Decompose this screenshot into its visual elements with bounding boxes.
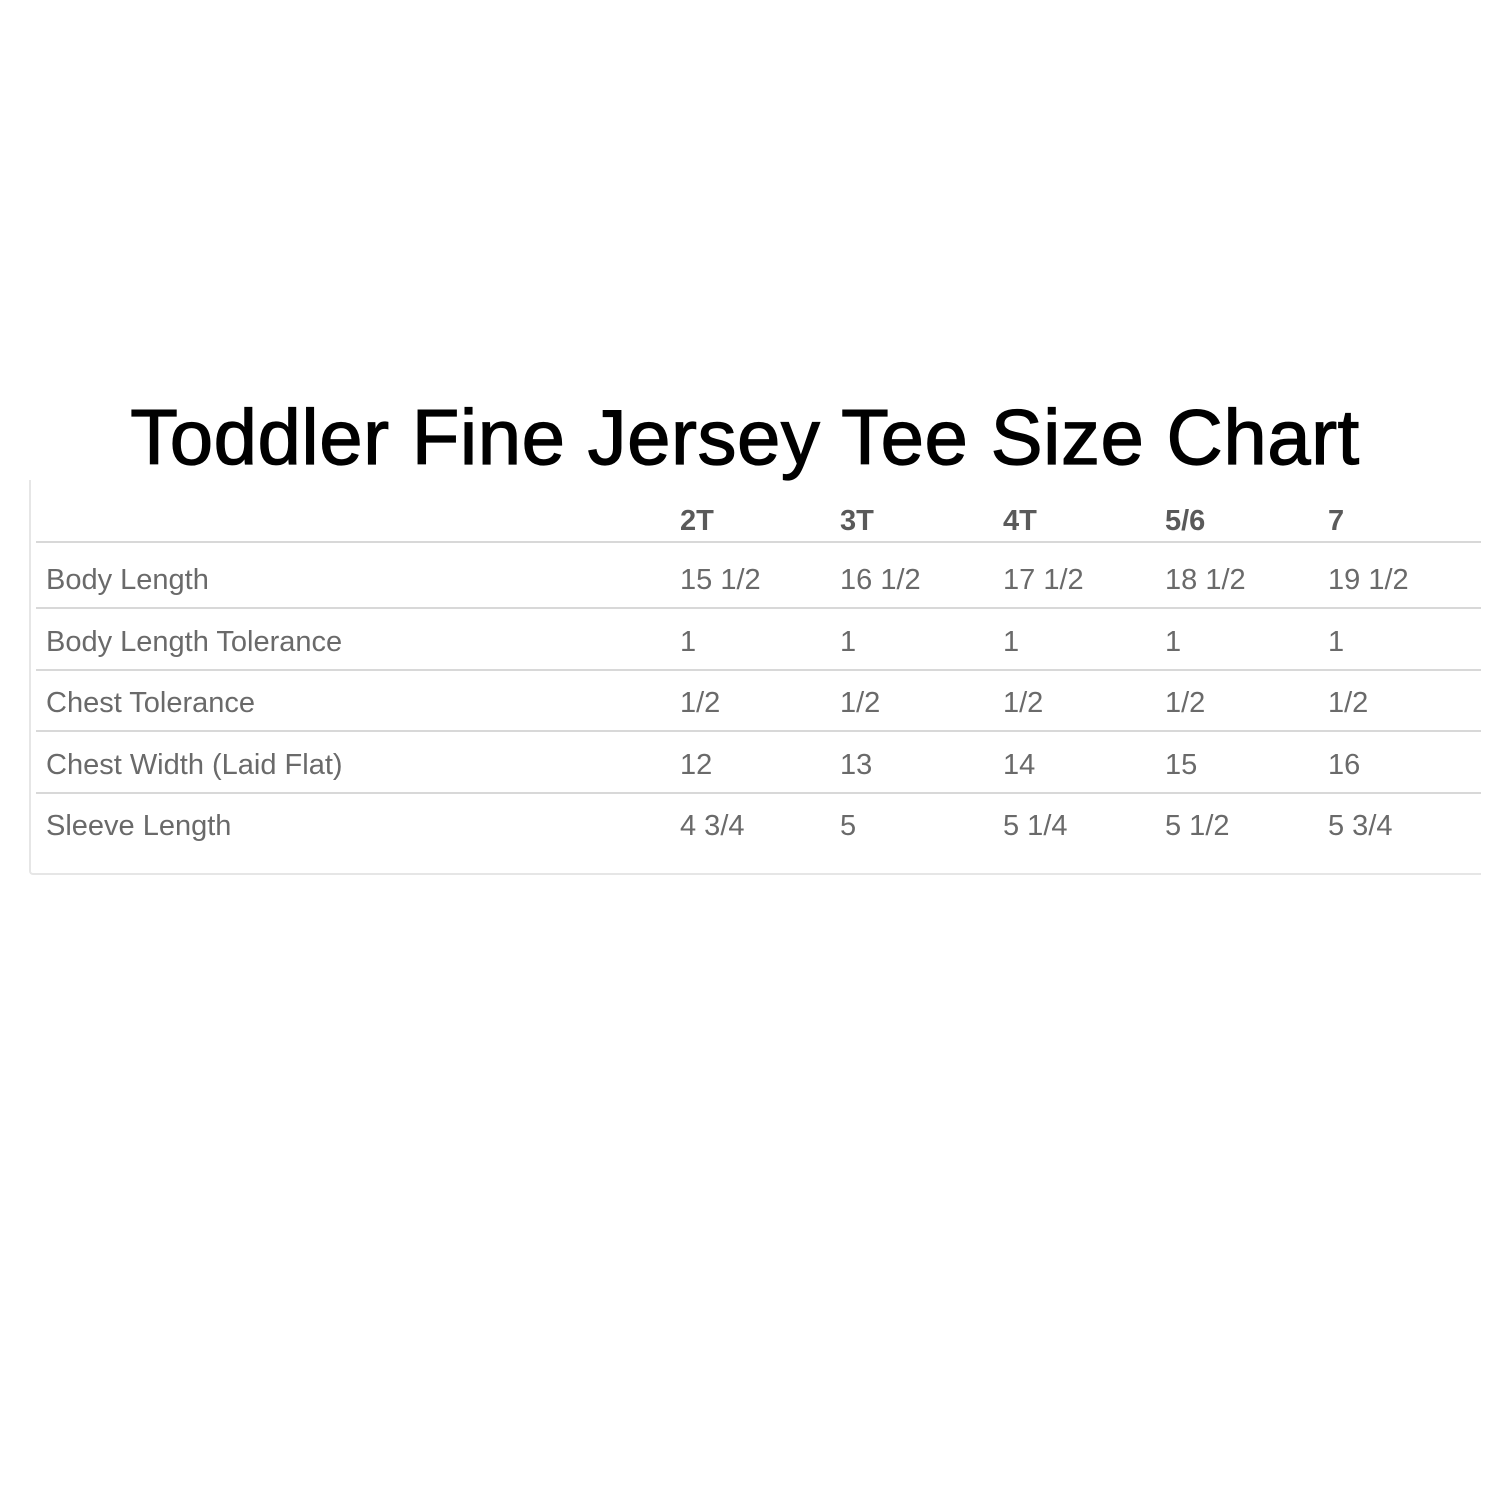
table-cell: 1 xyxy=(1003,626,1020,658)
table-cell: 1 xyxy=(1328,626,1345,658)
table-cell: 2T xyxy=(680,505,714,537)
table-cell: 15 xyxy=(1165,749,1198,781)
table-cell: 19 1/2 xyxy=(1328,564,1409,596)
table-cell: 13 xyxy=(840,749,873,781)
table-cell: 4 3/4 xyxy=(680,810,745,842)
size-chart-table: 2T 3T 4T 5/6 7 Body Length 15 1/2 16 1/2 17 1/2 1… xyxy=(29,480,1481,875)
table-row: Chest Tolerance 1/2 1/2 1/2 1/2 1/2 xyxy=(36,669,1481,732)
table-cell: 18 1/2 xyxy=(1165,564,1246,596)
table-cell: 5 3/4 xyxy=(1328,810,1393,842)
row-label: Body Length Tolerance xyxy=(46,626,343,658)
row-label: Chest Tolerance xyxy=(46,687,256,719)
table-cell: 1 xyxy=(680,626,697,658)
table-header: 2T 3T 4T 5/6 7 xyxy=(36,480,1481,543)
table-cell: 14 xyxy=(1003,749,1036,781)
table-row: Body Length Tolerance 1 1 1 1 1 xyxy=(36,608,1481,671)
table-cell: 1 xyxy=(840,626,857,658)
row-label: Chest Width (Laid Flat) xyxy=(46,749,343,781)
table-cell: 17 1/2 xyxy=(1003,564,1084,596)
table-row: Body Length 15 1/2 16 1/2 17 1/2 18 1/2 19 1/… xyxy=(36,546,1481,609)
table-cell: 7 xyxy=(1328,505,1345,537)
table-row: Chest Width (Laid Flat) 12 13 14 15 16 xyxy=(36,731,1481,794)
table-cell: 16 xyxy=(1328,749,1361,781)
table-cell: 1/2 xyxy=(1165,687,1206,719)
table-cell: 4T xyxy=(1003,505,1037,537)
table-cell: 16 1/2 xyxy=(840,564,921,596)
row-label: Body Length xyxy=(46,564,209,596)
table-cell: 5 1/4 xyxy=(1003,810,1068,842)
table-cell: 1/2 xyxy=(680,687,721,719)
table-cell: 1/2 xyxy=(840,687,881,719)
table-cell: 5/6 xyxy=(1165,505,1206,537)
table-cell: 1/2 xyxy=(1328,687,1369,719)
table-cell: 5 xyxy=(840,810,857,842)
table-cell: 15 1/2 xyxy=(680,564,761,596)
table-row: Sleeve Length 4 3/4 5 5 1/4 5 1/2 5 3/4 xyxy=(36,792,1481,853)
table-cell: 12 xyxy=(680,749,713,781)
table-cell: 1/2 xyxy=(1003,687,1044,719)
table-cell: 1 xyxy=(1165,626,1182,658)
row-label: Sleeve Length xyxy=(46,810,232,842)
page-title: Toddler Fine Jersey Tee Size Chart xyxy=(130,392,1360,481)
table-cell: 3T xyxy=(840,505,874,537)
table-cell: 5 1/2 xyxy=(1165,810,1230,842)
